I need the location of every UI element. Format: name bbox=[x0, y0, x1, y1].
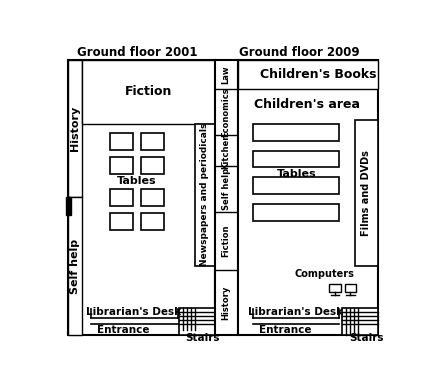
Bar bbox=[344, 284, 355, 292]
Bar bbox=[68, 60, 82, 197]
Text: Entrance: Entrance bbox=[97, 325, 150, 335]
Bar bbox=[253, 204, 339, 221]
Text: Librarian's Desk: Librarian's Desk bbox=[86, 307, 181, 317]
Bar bbox=[109, 133, 132, 150]
Text: History: History bbox=[221, 286, 230, 320]
Bar bbox=[237, 60, 377, 335]
Bar bbox=[253, 177, 339, 194]
Bar bbox=[195, 123, 214, 266]
Text: Librarian's Desk: Librarian's Desk bbox=[248, 307, 342, 317]
Bar bbox=[140, 133, 164, 150]
Text: Children's Books: Children's Books bbox=[260, 68, 376, 81]
Bar bbox=[214, 60, 237, 335]
Text: Ground floor 2001: Ground floor 2001 bbox=[76, 46, 197, 59]
Bar bbox=[237, 60, 377, 89]
Text: History: History bbox=[70, 106, 80, 151]
Text: Law: Law bbox=[221, 65, 230, 83]
Bar bbox=[109, 189, 132, 206]
Bar bbox=[109, 213, 132, 230]
Text: Kitchen: Kitchen bbox=[221, 132, 230, 169]
Text: Stairs: Stairs bbox=[348, 333, 383, 343]
Text: Fiction: Fiction bbox=[124, 85, 172, 98]
Bar bbox=[68, 60, 214, 335]
Bar bbox=[140, 213, 164, 230]
Bar bbox=[179, 308, 214, 335]
Text: Self help: Self help bbox=[70, 239, 80, 294]
Bar bbox=[354, 120, 377, 266]
Text: Films and DVDs: Films and DVDs bbox=[360, 150, 371, 236]
Text: Children's area: Children's area bbox=[253, 98, 359, 111]
Bar bbox=[140, 189, 164, 206]
Bar bbox=[140, 157, 164, 173]
Text: Tables: Tables bbox=[276, 169, 315, 178]
Text: Newspapers and periodicals: Newspapers and periodicals bbox=[200, 123, 209, 266]
Text: Entrance: Entrance bbox=[259, 325, 311, 335]
Bar bbox=[253, 151, 339, 168]
Text: Economics: Economics bbox=[221, 87, 230, 137]
Bar bbox=[342, 308, 377, 335]
Text: Tables: Tables bbox=[117, 175, 156, 185]
Text: Fiction: Fiction bbox=[221, 225, 230, 257]
Bar bbox=[328, 284, 340, 292]
Text: Ground floor 2009: Ground floor 2009 bbox=[239, 46, 359, 59]
Text: Stairs: Stairs bbox=[184, 333, 219, 343]
Bar bbox=[66, 197, 70, 215]
Text: Self help: Self help bbox=[221, 168, 230, 210]
Bar bbox=[68, 197, 82, 335]
Bar bbox=[253, 123, 339, 140]
Bar bbox=[82, 60, 214, 123]
Text: Computers: Computers bbox=[294, 269, 354, 279]
Bar bbox=[109, 157, 132, 173]
